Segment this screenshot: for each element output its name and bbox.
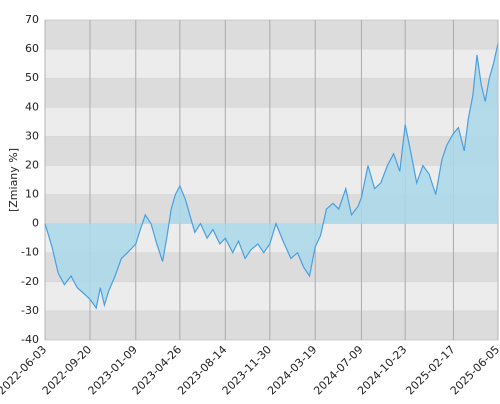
- y-tick-label: 10: [25, 188, 39, 201]
- band: [45, 20, 498, 50]
- y-tick-label: 60: [25, 42, 39, 55]
- y-tick-label: 70: [25, 13, 39, 26]
- y-tick-label: 40: [25, 100, 39, 113]
- y-axis-label: [Zmiany %]: [7, 148, 20, 212]
- y-tick-label: -30: [21, 304, 39, 317]
- line: [44, 43, 499, 310]
- band: [45, 107, 498, 137]
- band: [45, 78, 498, 108]
- y-tick-label: -10: [21, 246, 39, 259]
- band: [45, 281, 498, 311]
- band: [45, 136, 498, 166]
- y-tick-label: 30: [25, 129, 39, 142]
- y-tick-label: 50: [25, 71, 39, 84]
- band: [45, 310, 498, 340]
- area: [45, 43, 498, 309]
- y-tick-label: 0: [32, 217, 39, 230]
- y-tick-label: -20: [21, 275, 39, 288]
- plot-frame: [44, 19, 499, 341]
- y-tick-label: 20: [25, 158, 39, 171]
- y-tick-label: -40: [21, 333, 39, 346]
- band: [45, 49, 498, 79]
